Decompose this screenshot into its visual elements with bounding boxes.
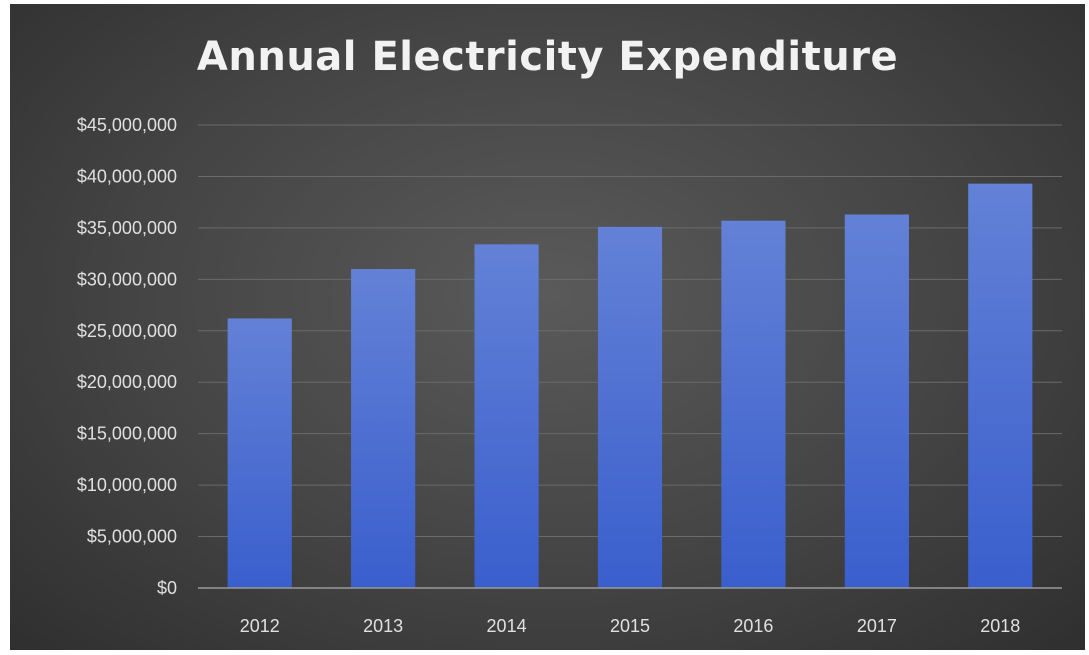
y-tick-label: $35,000,000 — [77, 218, 177, 238]
chart-frame: Annual Electricity Expenditure $0 $5,000,… — [10, 4, 1085, 650]
bar-2018 — [968, 183, 1033, 588]
y-tick-label: $40,000,000 — [77, 166, 177, 186]
y-tick-label: $10,000,000 — [77, 475, 177, 495]
bar-2015 — [597, 226, 663, 589]
bars — [227, 183, 1033, 589]
bar-2014 — [474, 244, 539, 588]
chart-title: Annual Electricity Expenditure — [196, 34, 899, 80]
x-tick-label: 2015 — [610, 616, 650, 636]
y-tick-label: $25,000,000 — [77, 321, 177, 341]
bar-2012 — [227, 318, 292, 588]
bar-2013 — [351, 269, 416, 588]
y-tick-label: $45,000,000 — [77, 115, 177, 135]
x-tick-label: 2018 — [980, 616, 1020, 636]
bar-2017 — [844, 214, 909, 588]
x-tick-label: 2014 — [487, 616, 527, 636]
y-tick-label: $15,000,000 — [77, 424, 177, 444]
y-tick-label: $0 — [157, 578, 177, 598]
x-tick-label: 2017 — [857, 616, 897, 636]
y-tick-label: $30,000,000 — [77, 269, 177, 289]
x-tick-label: 2013 — [363, 616, 403, 636]
chart-plot: $0 $5,000,000 $10,000,000 $15,000,000 $20,00… — [77, 115, 1062, 636]
x-tick-labels: 2012 2013 2014 2015 2016 2017 2018 — [240, 616, 1021, 636]
y-tick-label: $5,000,000 — [87, 527, 177, 547]
x-tick-label: 2016 — [733, 616, 773, 636]
y-tick-labels: $0 $5,000,000 $10,000,000 $15,000,000 $20,00… — [77, 115, 177, 598]
bar-2016 — [721, 220, 786, 589]
y-tick-label: $20,000,000 — [77, 372, 177, 392]
x-tick-label: 2012 — [240, 616, 280, 636]
